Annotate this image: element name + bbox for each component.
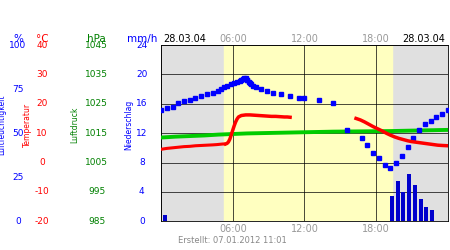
Text: 8: 8 xyxy=(139,158,144,167)
Bar xyxy=(413,184,417,221)
Text: 12: 12 xyxy=(136,129,148,138)
Text: 18:00: 18:00 xyxy=(362,34,390,44)
Text: Erstellt: 07.01.2012 11:01: Erstellt: 07.01.2012 11:01 xyxy=(178,236,287,245)
Text: 06:00: 06:00 xyxy=(219,34,247,44)
Text: 06:00: 06:00 xyxy=(219,224,247,234)
Bar xyxy=(224,45,392,221)
Text: 1025: 1025 xyxy=(86,99,108,108)
Text: 1045: 1045 xyxy=(86,40,108,50)
Bar xyxy=(401,192,405,221)
Text: 50: 50 xyxy=(12,129,24,138)
Text: 25: 25 xyxy=(12,173,24,182)
Text: 28.03.04: 28.03.04 xyxy=(163,34,206,44)
Text: 12:00: 12:00 xyxy=(291,224,318,234)
Text: 24: 24 xyxy=(136,40,148,50)
Text: 10: 10 xyxy=(36,129,48,138)
Text: mm/h: mm/h xyxy=(126,34,157,44)
Bar xyxy=(390,196,394,221)
Text: Luftfeuchtigkeit: Luftfeuchtigkeit xyxy=(0,95,6,155)
Text: 0: 0 xyxy=(39,158,45,167)
Text: 20: 20 xyxy=(36,99,48,108)
Text: Luftdruck: Luftdruck xyxy=(70,107,79,143)
Text: 100: 100 xyxy=(9,40,27,50)
Text: 40: 40 xyxy=(36,40,48,50)
Text: hPa: hPa xyxy=(87,34,106,44)
Bar xyxy=(430,210,434,221)
Text: 1005: 1005 xyxy=(85,158,108,167)
Text: 16: 16 xyxy=(136,99,148,108)
Text: %: % xyxy=(13,34,23,44)
Text: -20: -20 xyxy=(35,217,49,226)
Bar xyxy=(424,206,428,221)
Text: 1015: 1015 xyxy=(85,129,108,138)
Bar xyxy=(418,199,423,221)
Bar xyxy=(163,215,167,221)
Text: 1035: 1035 xyxy=(85,70,108,79)
Text: Temperatur: Temperatur xyxy=(23,103,32,147)
Text: 30: 30 xyxy=(36,70,48,79)
Text: -10: -10 xyxy=(35,188,49,196)
Text: 75: 75 xyxy=(12,84,24,94)
Text: 985: 985 xyxy=(88,217,105,226)
Text: 995: 995 xyxy=(88,188,105,196)
Bar xyxy=(407,174,411,221)
Bar xyxy=(396,181,400,221)
Text: °C: °C xyxy=(36,34,48,44)
Text: 12:00: 12:00 xyxy=(291,34,318,44)
Text: 0: 0 xyxy=(139,217,144,226)
Text: 0: 0 xyxy=(15,217,21,226)
Text: Niederschlag: Niederschlag xyxy=(124,100,133,150)
Text: 28.03.04: 28.03.04 xyxy=(403,34,446,44)
Text: 4: 4 xyxy=(139,188,144,196)
Text: 18:00: 18:00 xyxy=(362,224,390,234)
Text: 20: 20 xyxy=(136,70,148,79)
